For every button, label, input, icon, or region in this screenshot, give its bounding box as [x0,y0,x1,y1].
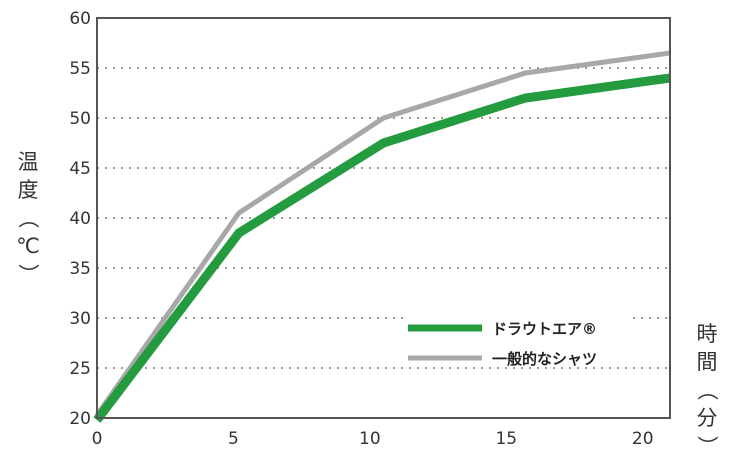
plot-frame [96,17,671,419]
series-line-1 [93,73,671,423]
y-tick-label: 55 [69,59,91,79]
y-tick-labels: 20 25 30 35 40 45 50 55 60 [69,9,91,429]
x-tick-labels: 0 5 10 15 20 [92,429,654,449]
y-tick-label: 30 [69,309,91,329]
axis-label-char: 時 [697,322,718,346]
y-tick-label: 20 [69,409,91,429]
y-tick-label: 45 [69,159,91,179]
axis-label-char: 分 [697,406,718,430]
legend: ドラウトエア® 一般的なシャツ [404,313,629,368]
x-tick-label: 10 [359,429,381,449]
axis-label-char: （ [695,380,719,401]
x-axis-label: 時間 （ 分 ） [695,322,719,455]
legend-label: 一般的なシャツ [492,350,597,368]
y-axis-label: 温度 （ ℃ ） [16,150,40,285]
axis-label-char: （ [16,208,40,229]
axis-label-char: 温 [18,150,39,174]
x-tick-label: 0 [92,429,103,449]
axis-label-char: ） [16,264,40,285]
y-tick-label: 25 [69,359,91,379]
y-tick-label: 35 [69,259,91,279]
x-tick-label: 20 [632,429,654,449]
axis-label-char: ℃ [16,234,40,258]
legend-bg [404,343,629,367]
legend-label: ドラウトエア® [492,320,597,338]
y-tick-label: 50 [69,109,91,129]
x-tick-label: 15 [495,429,517,449]
series-group [93,50,671,423]
y-tick-label: 40 [69,209,91,229]
x-tick-label: 5 [228,429,239,449]
axis-label-char: ） [695,436,719,455]
axis-label-char: 間 [697,350,718,374]
y-tick-label: 60 [69,9,91,29]
axis-label-char: 度 [18,178,39,202]
